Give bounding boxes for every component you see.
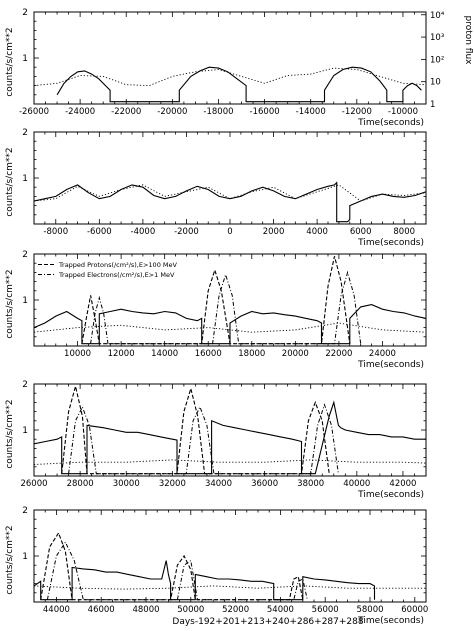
series-dashed-line bbox=[61, 386, 330, 475]
x-tick-label: 20000 bbox=[282, 349, 309, 359]
x-tick-label: 26000 bbox=[20, 479, 47, 489]
legend-label: Trapped Protons(/cm²/s),E>100 MeV bbox=[58, 261, 178, 269]
x-tick-label: 52000 bbox=[222, 605, 249, 615]
y-axis-label: counts/s/cm**2 bbox=[5, 147, 15, 216]
series-solid-line bbox=[34, 560, 376, 601]
x-axis-label: Time(seconds) bbox=[357, 238, 424, 248]
x-tick-label: 24000 bbox=[369, 349, 396, 359]
right-y-tick-label: 10² bbox=[430, 55, 444, 65]
x-tick-label: 0 bbox=[227, 227, 232, 237]
x-axis-label: Time(seconds) bbox=[357, 490, 424, 500]
series-dotted-line bbox=[34, 184, 426, 202]
right-axis-label: proton flux bbox=[463, 15, 473, 65]
x-tick-label: -24000 bbox=[65, 107, 95, 117]
x-tick-label: -2000 bbox=[174, 227, 199, 237]
series-dotted-line bbox=[34, 585, 426, 590]
right-y-tick-label: 10³ bbox=[430, 33, 444, 43]
x-tick-label: 56000 bbox=[312, 605, 339, 615]
x-tick-label: 60000 bbox=[401, 605, 428, 615]
series-dotted-line bbox=[34, 67, 426, 87]
panel-5: 44000 46000 48000 50000 52000 54000 56000 58000… bbox=[5, 506, 428, 626]
y-tick-label: 1 bbox=[22, 174, 28, 184]
plot-frame bbox=[33, 131, 427, 225]
y-tick-label: 2 bbox=[22, 128, 28, 138]
x-axis-label: Time(seconds) bbox=[357, 360, 424, 370]
x-tick-label: 14000 bbox=[151, 349, 178, 359]
series-dashed-line bbox=[81, 256, 351, 345]
x-tick-label: 34000 bbox=[205, 479, 232, 489]
right-y-tick-label: 1 bbox=[430, 100, 435, 110]
x-tick-label: 58000 bbox=[356, 605, 383, 615]
x-tick-label: 16000 bbox=[195, 349, 222, 359]
y-tick-label: 1 bbox=[22, 426, 28, 436]
right-y-tick-label: 10 bbox=[430, 78, 441, 88]
panel-2: -8000 -6000 -4000 -2000 0 2000 4000 6000 8000 1 2 T… bbox=[5, 128, 427, 248]
series-solid-line bbox=[34, 304, 426, 345]
series-dashed-line bbox=[40, 531, 304, 601]
x-tick-label: 42000 bbox=[389, 479, 416, 489]
x-tick-label: -10000 bbox=[388, 107, 418, 117]
series-dashdot-line bbox=[68, 403, 339, 475]
x-tick-label: 4000 bbox=[306, 227, 328, 237]
x-tick-label: 44000 bbox=[43, 605, 70, 615]
x-tick-label: 38000 bbox=[297, 479, 324, 489]
x-tick-label: -4000 bbox=[131, 227, 156, 237]
legend-label: Trapped Electrons(/cm²/s),E>1 MeV bbox=[58, 271, 175, 279]
x-tick-label: 54000 bbox=[267, 605, 294, 615]
x-tick-label: -8000 bbox=[43, 227, 68, 237]
x-tick-label: 2000 bbox=[263, 227, 285, 237]
x-tick-label: 22000 bbox=[325, 349, 352, 359]
y-axis-label: counts/s/cm**2 bbox=[5, 27, 15, 96]
x-tick-label: 32000 bbox=[159, 479, 186, 489]
x-tick-label: -26000 bbox=[19, 107, 49, 117]
x-tick-label: 46000 bbox=[88, 605, 115, 615]
panel-3: 10000 12000 14000 16000 18000 20000 22000 24000… bbox=[5, 250, 427, 370]
y-tick-label: 1 bbox=[22, 296, 28, 306]
series-dotted-line bbox=[34, 459, 426, 465]
x-tick-label: -14000 bbox=[296, 107, 326, 117]
series-dashdot-line bbox=[46, 541, 308, 601]
x-tick-label: 50000 bbox=[177, 605, 204, 615]
x-tick-label: -6000 bbox=[87, 227, 112, 237]
x-tick-label: 6000 bbox=[350, 227, 372, 237]
x-tick-label: 40000 bbox=[343, 479, 370, 489]
x-tick-label: -20000 bbox=[157, 107, 187, 117]
panel-1: -26000 -24000 -22000 -20000 -18000 -16000 -140… bbox=[5, 8, 473, 128]
series-solid-line bbox=[34, 400, 426, 475]
x-tick-label: -18000 bbox=[203, 107, 233, 117]
x-tick-label: 18000 bbox=[238, 349, 265, 359]
y-tick-label: 2 bbox=[22, 8, 28, 18]
x-axis-label: Time(seconds) bbox=[357, 616, 424, 626]
y-tick-label: 2 bbox=[22, 380, 28, 390]
series-solid-line bbox=[56, 66, 422, 103]
x-tick-label: -12000 bbox=[342, 107, 372, 117]
y-tick-label: 1 bbox=[22, 54, 28, 64]
series-solid-line bbox=[34, 181, 426, 223]
y-tick-label: 2 bbox=[22, 250, 28, 260]
x-tick-label: 10000 bbox=[64, 349, 91, 359]
y-axis-label: counts/s/cm**2 bbox=[5, 269, 15, 338]
series-dashdot-line bbox=[90, 270, 362, 345]
x-tick-label: 8000 bbox=[393, 227, 415, 237]
x-tick-label: -16000 bbox=[250, 107, 280, 117]
figure-caption: Days-192+201+213+240+286+287+288 bbox=[172, 617, 363, 627]
x-tick-label: 30000 bbox=[113, 479, 140, 489]
right-y-tick-label: 10⁴ bbox=[430, 11, 445, 21]
plot-frame bbox=[33, 11, 427, 105]
y-tick-label: 1 bbox=[22, 552, 28, 562]
x-tick-label: -22000 bbox=[111, 107, 141, 117]
x-tick-label: 36000 bbox=[251, 479, 278, 489]
x-tick-label: 12000 bbox=[108, 349, 135, 359]
y-axis-label: counts/s/cm**2 bbox=[5, 399, 15, 468]
y-axis-label: counts/s/cm**2 bbox=[5, 525, 15, 594]
x-tick-label: 28000 bbox=[67, 479, 94, 489]
panel-4: 26000 28000 30000 32000 34000 36000 38000 40000… bbox=[5, 380, 427, 500]
x-tick-label: 48000 bbox=[132, 605, 159, 615]
x-axis-label: Time(seconds) bbox=[357, 118, 424, 128]
y-tick-label: 2 bbox=[22, 506, 28, 516]
